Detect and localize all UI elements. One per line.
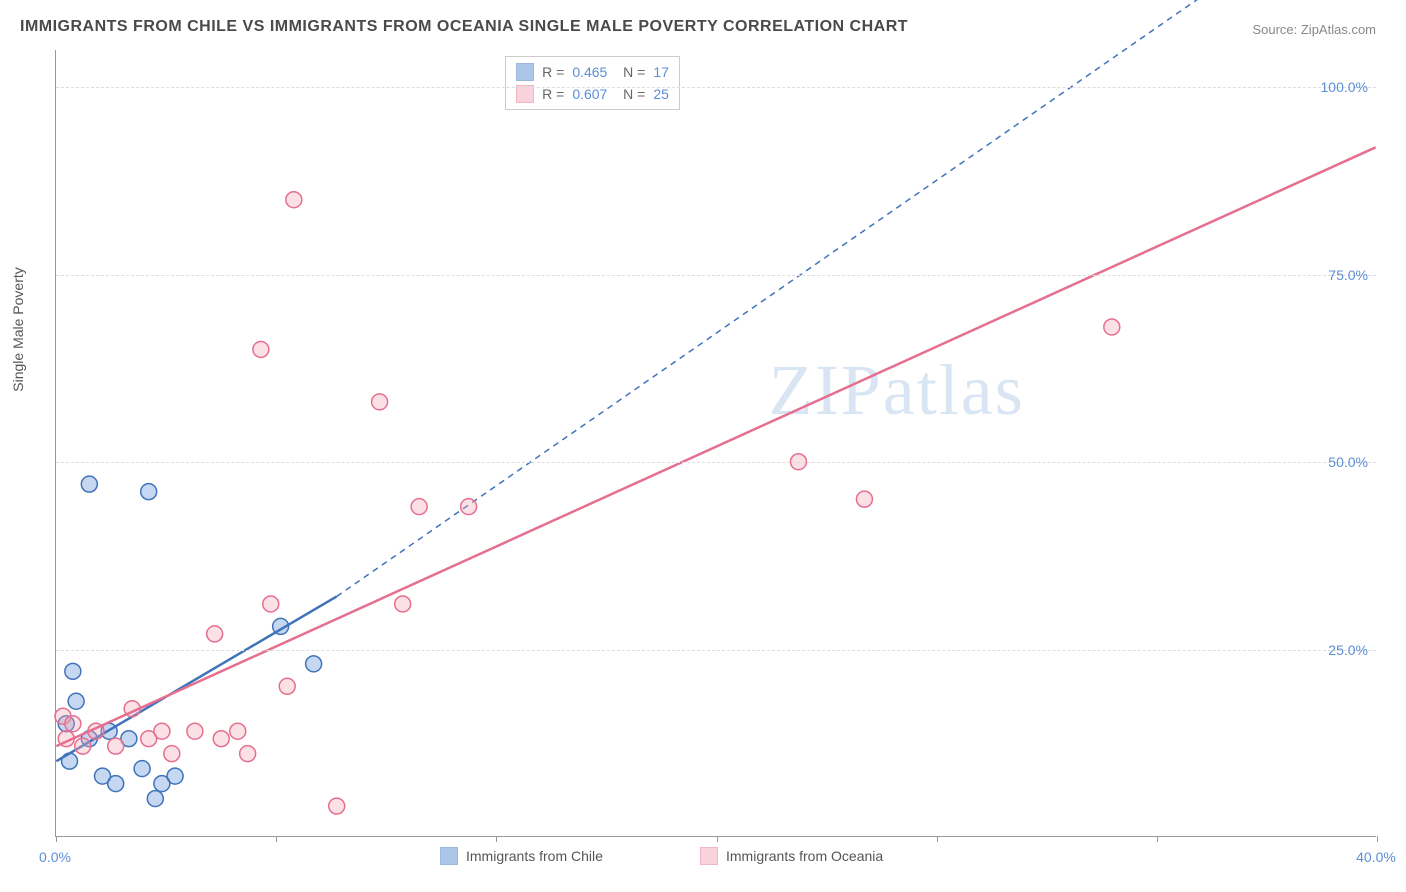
data-point <box>108 738 124 754</box>
legend-swatch <box>700 847 718 865</box>
y-tick-label: 25.0% <box>1328 642 1368 658</box>
data-point <box>154 723 170 739</box>
legend-label: Immigrants from Oceania <box>726 848 883 864</box>
data-point <box>134 761 150 777</box>
x-tick <box>937 836 938 842</box>
data-point <box>395 596 411 612</box>
x-tick <box>1157 836 1158 842</box>
legend-swatch <box>516 63 534 81</box>
bottom-legend-item: Immigrants from Oceania <box>700 847 883 865</box>
data-point <box>253 341 269 357</box>
data-point <box>263 596 279 612</box>
data-point <box>279 678 295 694</box>
data-point <box>207 626 223 642</box>
gridline <box>56 87 1376 88</box>
x-tick <box>276 836 277 842</box>
legend-swatch <box>440 847 458 865</box>
chart-plot-area: ZIPatlas R = 0.465 N = 17R = 0.607 N = 2… <box>55 50 1376 837</box>
data-point <box>65 716 81 732</box>
x-tick <box>56 836 57 842</box>
legend-row: R = 0.465 N = 17 <box>516 61 669 83</box>
data-point <box>65 663 81 679</box>
legend-n-label: N = <box>615 83 645 105</box>
x-max-label: 40.0% <box>1356 849 1396 865</box>
x-tick <box>717 836 718 842</box>
legend-n-value: 17 <box>653 61 669 83</box>
x-tick <box>1377 836 1378 842</box>
y-tick-label: 100.0% <box>1321 79 1368 95</box>
correlation-legend: R = 0.465 N = 17R = 0.607 N = 25 <box>505 56 680 110</box>
data-point <box>68 693 84 709</box>
gridline <box>56 650 1376 651</box>
data-point <box>213 731 229 747</box>
data-point <box>240 746 256 762</box>
legend-label: Immigrants from Chile <box>466 848 603 864</box>
x-tick <box>496 836 497 842</box>
legend-n-label: N = <box>615 61 645 83</box>
data-point <box>167 768 183 784</box>
data-point <box>81 476 97 492</box>
legend-r-label: R = <box>542 61 564 83</box>
data-point <box>1104 319 1120 335</box>
y-axis-label: Single Male Poverty <box>10 267 26 392</box>
data-point <box>147 791 163 807</box>
legend-row: R = 0.607 N = 25 <box>516 83 669 105</box>
data-point <box>411 499 427 515</box>
data-point <box>461 499 477 515</box>
data-point <box>164 746 180 762</box>
legend-r-value: 0.465 <box>572 61 607 83</box>
data-point <box>286 192 302 208</box>
bottom-legend-item: Immigrants from Chile <box>440 847 603 865</box>
data-point <box>108 776 124 792</box>
legend-n-value: 25 <box>653 83 669 105</box>
data-point <box>306 656 322 672</box>
y-tick-label: 75.0% <box>1328 267 1368 283</box>
data-point <box>187 723 203 739</box>
scatter-svg <box>56 50 1376 836</box>
x-min-label: 0.0% <box>39 849 71 865</box>
gridline <box>56 462 1376 463</box>
data-point <box>329 798 345 814</box>
data-point <box>856 491 872 507</box>
source-label: Source: ZipAtlas.com <box>1252 22 1376 37</box>
y-tick-label: 50.0% <box>1328 454 1368 470</box>
data-point <box>75 738 91 754</box>
gridline <box>56 275 1376 276</box>
chart-title: IMMIGRANTS FROM CHILE VS IMMIGRANTS FROM… <box>20 18 908 36</box>
legend-r-label: R = <box>542 83 564 105</box>
data-point <box>141 484 157 500</box>
trend-line <box>56 147 1375 746</box>
data-point <box>230 723 246 739</box>
legend-r-value: 0.607 <box>572 83 607 105</box>
data-point <box>372 394 388 410</box>
